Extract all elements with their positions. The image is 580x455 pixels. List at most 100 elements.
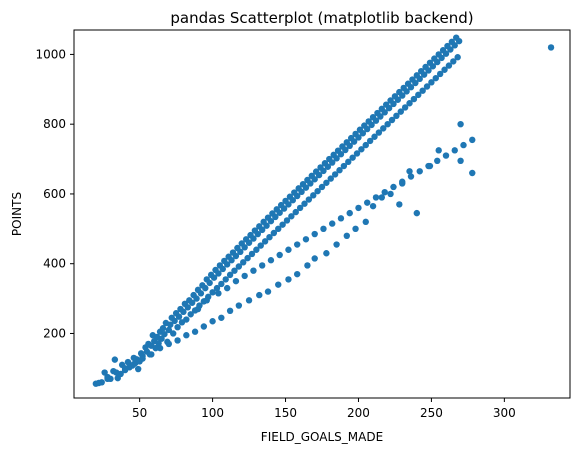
y-axis-ticks: 200 400 600 800 1000 <box>35 47 74 340</box>
scatter-point <box>95 379 103 387</box>
scatter-point <box>232 252 240 260</box>
scatter-point <box>372 194 380 201</box>
scatter-point <box>294 270 301 278</box>
scatter-point <box>294 192 301 200</box>
scatter-point <box>454 54 461 61</box>
scatter-point <box>388 116 396 124</box>
scatter-point <box>438 54 445 62</box>
x-axis-label: FIELD_GOALS_MADE <box>261 430 383 444</box>
scatter-point <box>337 215 345 222</box>
scatter-point <box>158 335 165 342</box>
scatter-point <box>294 241 301 248</box>
scatter-point <box>346 209 353 217</box>
scatter-point <box>296 204 304 212</box>
scatter-point <box>393 112 400 120</box>
scatter-point <box>184 304 191 311</box>
scatter-point <box>226 271 234 279</box>
scatter-point <box>206 279 213 287</box>
scatter-point <box>223 284 231 292</box>
scatter-point <box>380 125 387 132</box>
scatter-point <box>270 229 278 237</box>
scatter-point <box>329 220 336 227</box>
scatter-point <box>423 83 431 90</box>
x-tick-label: 200 <box>347 406 370 420</box>
scatter-point <box>191 328 199 335</box>
scatter-point <box>264 288 272 295</box>
scatter-point <box>280 205 288 212</box>
scatter-point <box>329 159 336 166</box>
scatter-point <box>445 62 453 69</box>
scatter-point <box>263 222 270 229</box>
plot-area-frame <box>73 29 571 399</box>
scatter-point <box>434 157 441 165</box>
scatter-point <box>241 244 248 251</box>
scatter-point <box>305 196 313 203</box>
scatter-point <box>155 340 162 347</box>
scatter-point <box>381 189 388 196</box>
scatter-point <box>279 221 286 228</box>
scatter-point <box>399 92 406 99</box>
scatter-point <box>200 323 208 330</box>
y-tick-label: 600 <box>43 187 66 201</box>
scatter-point <box>288 213 295 220</box>
scatter-point <box>248 250 256 258</box>
scatter-point <box>333 155 340 162</box>
scatter-point <box>311 230 318 238</box>
scatter-point <box>436 70 444 78</box>
scatter-point <box>161 330 168 338</box>
scatter-point <box>276 209 283 216</box>
y-tick-label: 200 <box>43 326 66 340</box>
scatter-point <box>174 337 181 344</box>
scatter-point <box>457 120 464 128</box>
scatter-point <box>406 168 413 175</box>
scatter-point <box>337 150 345 158</box>
scatter-point <box>353 150 361 157</box>
scatter-point <box>358 146 365 153</box>
scatter-point <box>152 344 159 352</box>
scatter-point <box>375 129 383 136</box>
scatter-point <box>148 351 155 358</box>
scatter-point <box>323 250 330 257</box>
scatter-point <box>346 142 353 150</box>
scatter-point <box>121 365 129 372</box>
scatter-point <box>355 134 362 141</box>
scatter-point <box>450 58 457 65</box>
scatter-point <box>228 257 235 264</box>
scatter-point <box>222 276 229 283</box>
scatter-point <box>345 158 352 166</box>
scatter-point <box>261 238 269 245</box>
scatter-point <box>231 267 238 274</box>
scatter-point <box>302 184 310 191</box>
scatter-point <box>324 163 332 170</box>
scatter-point <box>323 179 330 186</box>
scatter-point <box>416 168 423 175</box>
scatter-point <box>237 248 244 256</box>
scatter-point <box>407 173 415 180</box>
scatter-point <box>304 262 311 269</box>
scatter-point <box>258 262 266 269</box>
scatter-point <box>451 147 458 154</box>
scatter-point <box>413 209 421 217</box>
scatter-point <box>267 257 275 264</box>
scatter-point <box>327 175 334 182</box>
scatter-point <box>355 204 362 212</box>
scatter-point <box>250 267 257 274</box>
scatter-point <box>174 323 181 331</box>
scatter-point <box>435 147 442 154</box>
scatter-point <box>254 230 262 238</box>
scatter-point <box>183 316 190 323</box>
scatter-point <box>170 330 177 337</box>
scatter-point <box>203 297 210 304</box>
scatter-point <box>215 270 222 277</box>
scatter-point <box>104 375 111 383</box>
scatter-point <box>378 194 386 201</box>
scatter-point <box>320 225 327 233</box>
scatter-point <box>442 152 450 159</box>
x-tick-label: 100 <box>201 406 224 420</box>
x-axis-ticks: 50 100 150 200 250 300 <box>132 398 516 420</box>
scatter-point <box>165 326 173 334</box>
scatter-point <box>447 46 454 53</box>
scatter-point <box>285 276 292 283</box>
scatter-point <box>429 63 437 70</box>
scatter-point <box>235 302 243 309</box>
